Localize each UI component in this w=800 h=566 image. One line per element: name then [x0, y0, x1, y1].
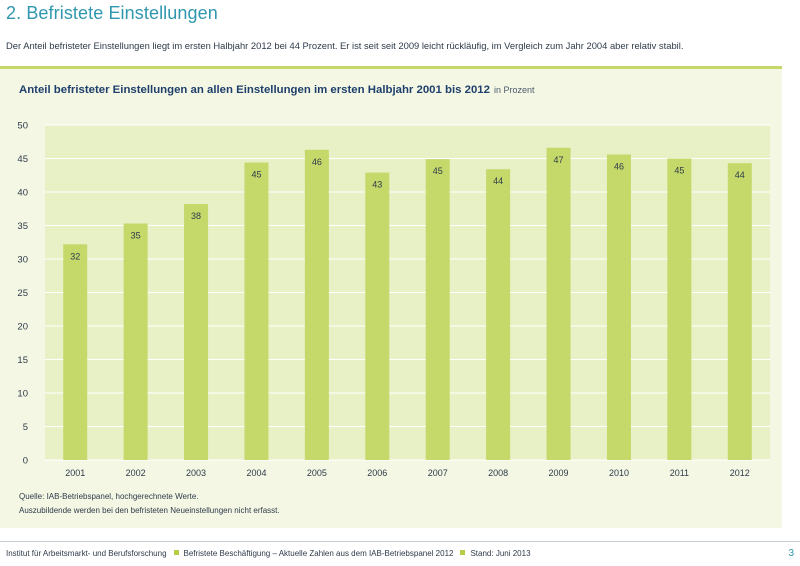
chart-unit-label: in Prozent: [493, 85, 535, 95]
footer-publication: Befristete Beschäftigung – Aktuelle Zahl…: [183, 549, 454, 558]
x-tick-label: 2010: [609, 468, 629, 478]
source-line-1: Quelle: IAB-Betriebspanel, hochgerechnet…: [19, 492, 199, 501]
gridlines: [45, 124, 770, 461]
y-tick-label: 25: [17, 288, 28, 299]
y-tick-label: 20: [17, 322, 28, 333]
bar-value-label: 45: [251, 170, 261, 180]
x-tick-label: 2003: [186, 468, 206, 478]
footer-date: Stand: Juni 2013: [470, 549, 531, 558]
section-title: 2. Befristete Einstellungen: [6, 3, 218, 23]
y-tick-label: 45: [17, 154, 28, 165]
footer-bullet-icon: [460, 550, 466, 555]
bar-value-label: 46: [614, 161, 624, 171]
bar: [425, 159, 450, 461]
bar-value-label: 45: [433, 166, 443, 176]
x-tick-label: 2001: [65, 468, 85, 478]
footer-divider: [0, 541, 800, 542]
bar-value-label: 44: [735, 170, 745, 180]
y-tick-label: 15: [17, 355, 28, 366]
y-tick-label: 40: [17, 188, 28, 199]
x-tick-label: 2002: [126, 468, 146, 478]
x-tick-label: 2012: [730, 468, 750, 478]
bar-value-label: 38: [191, 211, 201, 221]
footer-bullet-icon: [173, 550, 179, 555]
chart-source: Quelle: IAB-Betriebspanel, hochgerechnet…: [19, 490, 280, 518]
x-tick-label: 2007: [428, 468, 448, 478]
intro-text: Der Anteil befristeter Einstellungen lie…: [6, 40, 684, 51]
x-tick-label: 2006: [367, 468, 387, 478]
x-tick-label: 2005: [307, 468, 327, 478]
y-tick-label: 5: [23, 422, 28, 433]
bar-value-label: 35: [131, 230, 141, 240]
y-tick-label: 35: [17, 221, 28, 232]
bar-value-label: 32: [70, 251, 80, 261]
page-number: 3: [788, 548, 794, 559]
chart-panel-top-border: [0, 66, 782, 69]
footer-institute: Institut für Arbeitsmarkt- und Berufsfor…: [6, 549, 167, 558]
chart-title-text: Anteil befristeter Einstellungen an alle…: [19, 84, 490, 96]
x-tick-label: 2004: [246, 468, 266, 478]
bar: [123, 223, 148, 460]
bar: [63, 244, 88, 460]
bar: [546, 147, 571, 460]
bar: [606, 154, 631, 461]
bar: [244, 162, 269, 460]
bar: [304, 149, 329, 461]
bar-value-labels: 32 35 38 45 46 43 45 44 47 46 45 44: [70, 155, 745, 261]
x-tick-label: 2011: [670, 468, 689, 478]
bar-value-label: 43: [372, 180, 382, 190]
x-tick-label: 2008: [488, 468, 508, 478]
y-tick-label: 50: [17, 121, 28, 132]
bar-value-label: 45: [674, 166, 684, 176]
x-axis-ticks: 2001 2002 2003 2004 2005 2006 2007 2008 2009 2010…: [65, 468, 750, 478]
y-axis-ticks: 0 5 10 15 20 25 30 35 40 45 50: [17, 121, 28, 467]
bar: [486, 169, 511, 460]
y-tick-label: 30: [17, 255, 28, 266]
chart-title: Anteil befristeter Einstellungen an alle…: [19, 84, 535, 96]
y-tick-label: 0: [23, 456, 28, 467]
bar: [667, 158, 692, 460]
y-tick-label: 10: [17, 389, 28, 400]
bar-value-label: 46: [312, 157, 322, 167]
bar-value-label: 44: [493, 176, 503, 186]
bar: [727, 163, 752, 460]
source-line-2: Auszubildende werden bei den befristeten…: [19, 506, 280, 515]
bar: [365, 172, 390, 460]
bars: [63, 147, 752, 461]
x-tick-label: 2009: [549, 468, 569, 478]
page-footer: Institut für Arbeitsmarkt- und Berufsfor…: [6, 549, 796, 558]
bar-value-label: 47: [554, 155, 564, 165]
bar: [184, 204, 209, 460]
